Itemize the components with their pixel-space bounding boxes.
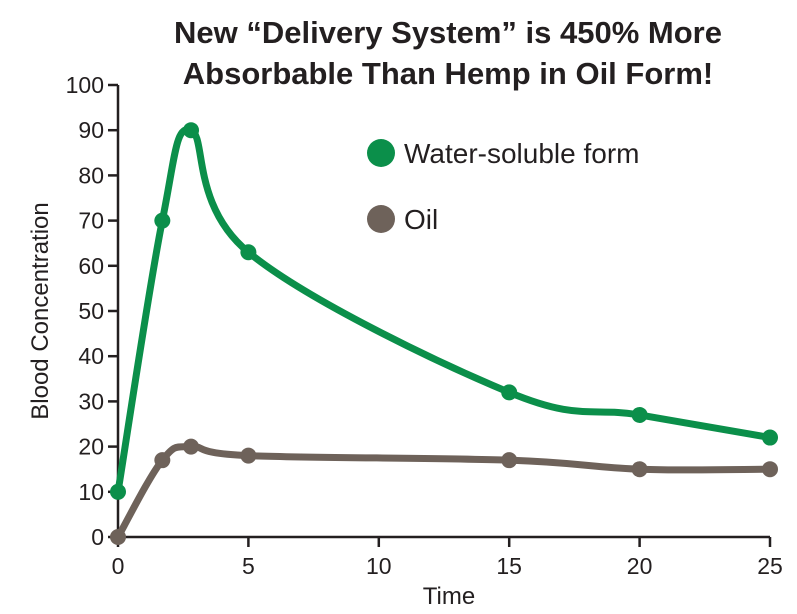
series-line-water-soluble-form	[114, 126, 774, 496]
legend-swatch-water-soluble-form	[367, 139, 395, 167]
chart-subtitle: Absorbable Than Hemp in Oil Form!	[183, 56, 713, 91]
data-point-water-soluble-form	[110, 483, 126, 500]
y-tick-label: 0	[91, 524, 104, 550]
series-layer	[110, 122, 778, 545]
data-point-water-soluble-form	[154, 212, 171, 229]
data-point-water-soluble-form	[240, 244, 257, 261]
data-point-oil	[183, 438, 200, 455]
data-point-oil	[154, 452, 171, 469]
y-tick-label: 100	[66, 72, 104, 98]
y-axis-label: Blood Concentration	[27, 202, 54, 419]
legend-swatch-oil	[367, 205, 395, 233]
data-point-water-soluble-form	[501, 384, 518, 401]
data-point-water-soluble-form	[183, 122, 200, 139]
y-tick-label: 20	[78, 434, 104, 460]
y-tick-label: 30	[78, 388, 104, 414]
x-tick-label: 10	[366, 553, 392, 579]
data-point-oil	[240, 447, 257, 464]
axes: 0 10 20 30 40 50 60 70 80 90 100 0 5 10 15 20 25	[66, 72, 783, 579]
y-tick-label: 10	[78, 479, 104, 505]
data-point-oil	[631, 461, 648, 478]
y-tick-label: 60	[78, 253, 104, 279]
legend-label-oil: Oil	[404, 204, 438, 235]
x-tick-label: 25	[757, 553, 783, 579]
x-axis-label: Time	[423, 583, 475, 610]
x-tick-label: 5	[242, 553, 255, 579]
data-point-oil	[501, 452, 518, 469]
data-point-water-soluble-form	[762, 429, 778, 446]
y-tick-label: 90	[78, 117, 104, 143]
y-tick-label: 40	[78, 343, 104, 369]
y-tick-label: 70	[78, 208, 104, 234]
y-tick-label: 80	[78, 162, 104, 188]
x-tick-label: 0	[112, 553, 125, 579]
legend-label-water-soluble-form: Water-soluble form	[404, 138, 639, 169]
data-point-oil	[762, 461, 778, 478]
data-point-water-soluble-form	[631, 406, 648, 423]
x-tick-label: 20	[627, 553, 653, 579]
x-tick-label: 15	[496, 553, 522, 579]
data-point-oil	[110, 529, 126, 545]
chart-title: New “Delivery System” is 450% More	[174, 15, 722, 50]
y-tick-label: 50	[78, 298, 104, 324]
series-line-oil	[114, 443, 774, 541]
legend: Water-soluble form Oil	[367, 138, 639, 235]
